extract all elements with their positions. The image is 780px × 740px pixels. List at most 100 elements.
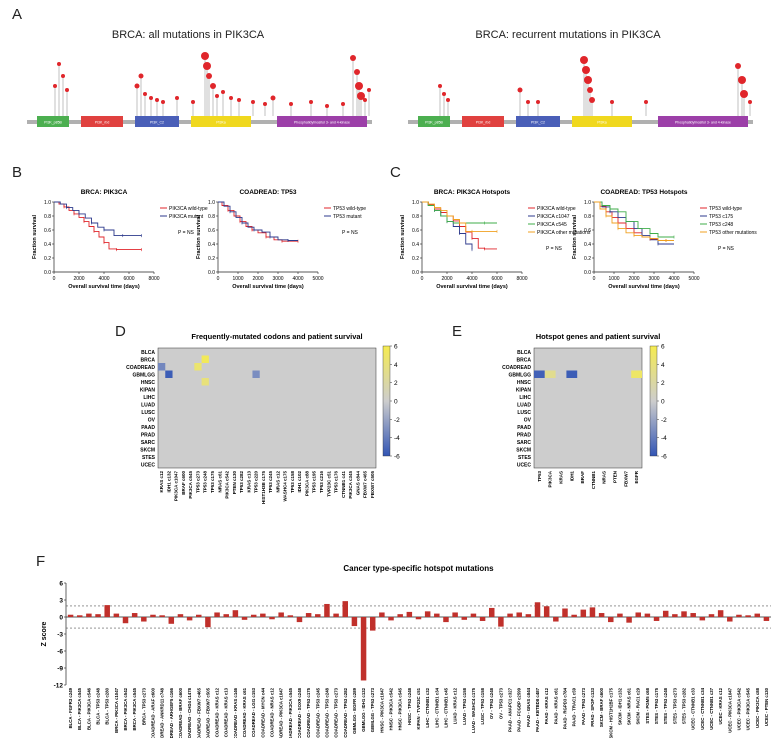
bar-category-label: UCEC - PTEN c130: [764, 687, 769, 726]
bar-category-label: UCEC - PIK3CA c1047: [727, 687, 732, 732]
heatmap-row-label: LUAD: [141, 402, 155, 408]
y-tick-label: 0.6: [584, 228, 591, 234]
lollipop-head: [354, 69, 360, 75]
x-tick-label: 2000: [628, 276, 639, 282]
bar: [233, 610, 238, 617]
bar: [159, 615, 164, 617]
lollipop-head: [740, 90, 748, 98]
bar: [590, 607, 595, 617]
heatmap-background: [158, 348, 376, 468]
bar: [526, 614, 531, 617]
bar: [507, 614, 512, 617]
heatmap-col-label: TP53 c158: [290, 471, 295, 494]
x-tick-label: 6000: [491, 276, 502, 282]
heatmap-col-label: IDH1: [569, 471, 574, 482]
x-tick-label: 2000: [252, 276, 263, 282]
lollipop-head: [53, 84, 57, 88]
x-tick-label: 0: [53, 276, 56, 282]
heatmap-col-label: TP53 c216: [319, 471, 324, 494]
bar: [132, 613, 137, 617]
bar-category-label: PAAD - KBTBD8 c487: [535, 687, 540, 731]
bar-category-label: COADREAD - ANKRD11 c748: [160, 687, 165, 738]
heatmap-row-label: HNSC: [517, 380, 532, 386]
colorbar-tick-label: -6: [661, 454, 667, 461]
legend-label: TP53 mutant: [333, 214, 362, 220]
bar-category-label: COADREAD - SOX9 c248: [297, 687, 302, 738]
colorbar-tick-label: 0: [661, 399, 665, 406]
heatmap-row-label: PRAD: [517, 432, 532, 438]
heatmap-col-label: KRAS c13: [246, 471, 251, 493]
bar-category-label: LUAD - WASHC4 c175: [471, 687, 476, 732]
bar: [114, 614, 119, 617]
bar: [397, 614, 402, 617]
protein-domain-label: PI3Ka: [597, 121, 607, 125]
heatmap-col-label: FBXW7 c465: [363, 471, 368, 499]
bar-category-label: OV - TP53 c273: [498, 687, 503, 719]
panel-letter-c: C: [390, 164, 401, 181]
heatmap-col-label: EGFR: [634, 470, 639, 483]
bar-chart-cancer-hotspot-zscores: Cancer type-specific hotspot mutations63…: [40, 555, 775, 738]
chart-title: COADREAD: TP53: [239, 189, 296, 196]
bar-category-label: UCEC - KRAS c12: [718, 687, 723, 724]
colorbar-tick-label: -4: [661, 435, 667, 442]
x-axis-label: Overall survival time (days): [232, 284, 304, 290]
lollipop-head: [263, 102, 267, 106]
heatmap-row-label: COADREAD: [126, 365, 155, 371]
x-tick-label: 3000: [272, 276, 283, 282]
bar-category-label: HNSC - PIK3CA c1047: [379, 687, 384, 732]
heatmap-col-label: HIST1H3B c175: [261, 471, 266, 505]
bar-category-label: COADREAD - ARHGEF5 c166: [169, 687, 174, 738]
bar-category-label: SKCM - RAC1 c29: [636, 687, 641, 724]
bar-category-label: BRCA - PIK3CA c1047: [114, 687, 119, 732]
bar-category-label: PAAD - TRAC1 c59: [572, 687, 577, 726]
survival-chart-coadread-tp53: COADREAD: TP530.00.20.40.60.81.00 1000 200…: [194, 182, 394, 307]
bar: [462, 617, 467, 620]
bar: [169, 617, 174, 624]
bar-category-label: COADREAD - KRAS c12: [215, 687, 220, 737]
lollipop-head: [161, 100, 165, 104]
lollipop-head: [143, 92, 147, 96]
heatmap-cell: [202, 356, 209, 364]
lollipop-head: [738, 76, 746, 84]
x-tick-label: 5000: [688, 276, 699, 282]
lollipop-head: [582, 66, 590, 74]
bar-category-label: PRAD - SPOP c133: [590, 687, 595, 726]
bar-category-label: SKCM - BRAF c600: [599, 687, 604, 727]
heatmap-col-label: GNAS c844: [355, 471, 360, 496]
bar: [700, 617, 705, 620]
bar: [764, 617, 769, 621]
p-value-annotation: P = NS: [342, 230, 359, 236]
y-tick-label: -3: [57, 632, 63, 639]
lollipop-head: [438, 84, 442, 88]
bar: [361, 617, 366, 680]
x-tick-label: 0: [593, 276, 596, 282]
bar: [443, 617, 448, 622]
bar: [562, 609, 567, 618]
heatmap-col-label: BRAF: [580, 471, 585, 484]
bar-category-label: LUAD - TP53 c158: [462, 687, 467, 724]
protein-domain-label: PI3K_C2: [531, 121, 545, 125]
colorbar-tick-label: -4: [394, 435, 400, 442]
heatmap-col-label: TP53 c176: [334, 471, 339, 494]
bar-category-label: BLCA - TP53 c248: [96, 687, 101, 724]
chart-title: BRCA: PIK3CA Hotspots: [434, 189, 511, 196]
bar: [535, 602, 540, 617]
bar-category-label: UCEC - CTNNB1 c37: [709, 687, 714, 729]
bar: [745, 615, 750, 617]
lollipop-head: [526, 100, 530, 104]
bar-category-label: COADREAD - TP53 c245: [315, 687, 320, 737]
bar: [736, 615, 741, 617]
bar-category-label: HNSC - PIK3CA c545: [398, 687, 403, 730]
colorbar: [383, 346, 390, 456]
colorbar-tick-label: 4: [394, 362, 398, 369]
lollipop-head: [251, 100, 255, 104]
lollipop-head: [57, 62, 61, 66]
y-tick-label: 1.0: [208, 200, 215, 206]
protein-domain-label: PI3K_C2: [150, 121, 164, 125]
chart-title: COADREAD: TP53 Hotspots: [600, 189, 687, 196]
bar: [516, 612, 521, 617]
heatmap-col-label: KRAS c12: [159, 471, 164, 493]
colorbar-tick-label: 2: [394, 380, 398, 387]
heatmap-col-label: PIK3CA c1047: [174, 471, 179, 502]
heatmap-col-label: TP53 c245: [268, 471, 273, 494]
